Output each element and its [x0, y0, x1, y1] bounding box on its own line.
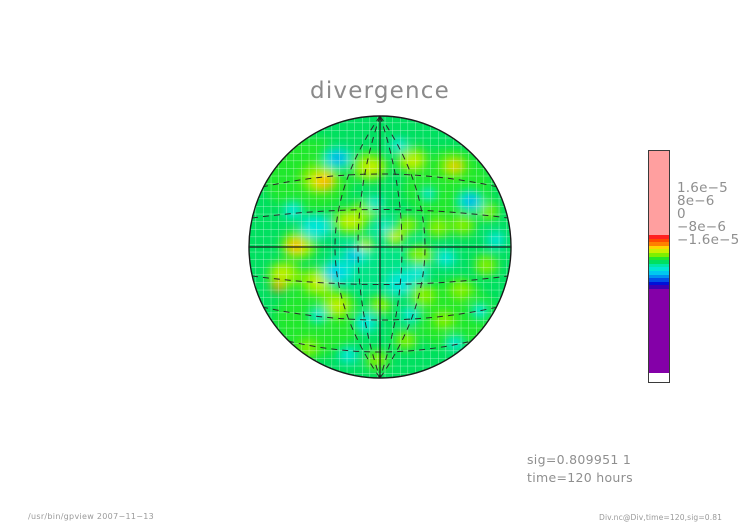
colorbar-band-11	[649, 270, 669, 275]
colorbar-band-9	[649, 263, 669, 268]
footer-source-stamp: Div.nc@Div,time=120,sig=0.81	[599, 513, 723, 522]
colorbar-band-2	[649, 238, 669, 243]
colorbar-band-5	[649, 249, 669, 253]
time-annotation: time=120 hours	[527, 470, 633, 485]
colorbar-legend: 1.6e−5 8e−6 0 −8e−6 −1.6e−5	[648, 150, 748, 383]
colorbar-tick-labels: 1.6e−5 8e−6 0 −8e−6 −1.6e−5	[677, 150, 747, 383]
globe-field	[249, 116, 511, 378]
colorbar-band-3	[649, 242, 669, 246]
colorbar-band-4	[649, 245, 669, 250]
colorbar-tick-label-4: −1.6e−5	[677, 232, 740, 248]
globe-plot-area	[248, 115, 512, 379]
colorbar-band-7	[649, 256, 669, 261]
colorbar-band-12	[649, 274, 669, 279]
colorbar-tick-label-3: −8e−6	[677, 219, 727, 235]
colorbar-strip	[648, 150, 670, 383]
colorbar-band-14	[649, 281, 669, 286]
footer-command-stamp: /usr/bin/gpview 2007−11−13	[28, 512, 155, 521]
colorbar-band-15	[649, 285, 669, 289]
colorbar-tick-label-0: 1.6e−5	[677, 180, 728, 196]
colorbar-band-1	[649, 235, 669, 239]
colorbar-band-8	[649, 260, 669, 264]
colorbar-band-13	[649, 278, 669, 282]
sigma-annotation: sig=0.809951 1	[527, 452, 632, 467]
colorbar-band-0	[649, 151, 669, 235]
colorbar-band-10	[649, 267, 669, 271]
globe-outline	[248, 115, 512, 379]
page-title: divergence	[310, 78, 450, 104]
colorbar-tick-label-1: 8e−6	[677, 193, 715, 209]
orthographic-globe	[248, 115, 512, 379]
plot-annotations: sig=0.809951 1 time=120 hours	[527, 451, 633, 487]
colorbar-tick-label-2: 0	[677, 206, 686, 222]
colorbar-band-6	[649, 252, 669, 257]
colorbar-band-16	[649, 288, 669, 373]
